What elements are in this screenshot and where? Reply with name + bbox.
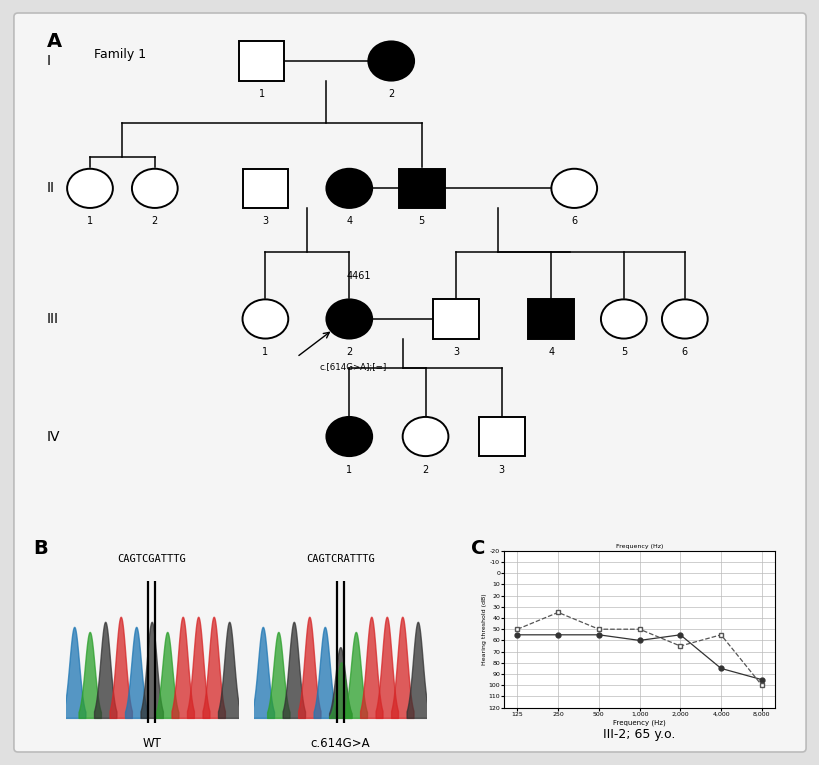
- Text: CAGTCRATTTG: CAGTCRATTTG: [305, 555, 374, 565]
- Text: III: III: [47, 312, 58, 326]
- Text: 3: 3: [452, 347, 459, 357]
- Text: C: C: [471, 539, 486, 558]
- Text: 1: 1: [262, 347, 268, 357]
- Circle shape: [368, 41, 414, 80]
- Text: 4461: 4461: [346, 271, 370, 281]
- Text: c.614G>A: c.614G>A: [310, 737, 369, 750]
- Text: B: B: [33, 539, 48, 558]
- Bar: [432, 299, 478, 339]
- Text: IV: IV: [47, 429, 60, 444]
- Text: 5: 5: [620, 347, 627, 357]
- Text: WT: WT: [142, 737, 161, 750]
- Circle shape: [550, 169, 596, 208]
- Bar: [398, 169, 444, 208]
- FancyBboxPatch shape: [14, 13, 805, 752]
- Circle shape: [132, 169, 178, 208]
- Circle shape: [326, 417, 372, 456]
- Circle shape: [67, 169, 113, 208]
- Text: 1: 1: [258, 89, 265, 99]
- Text: II: II: [47, 181, 54, 195]
- Text: 4: 4: [346, 216, 352, 226]
- Bar: [478, 417, 524, 456]
- Text: 3: 3: [262, 216, 268, 226]
- Circle shape: [326, 169, 372, 208]
- Text: 3: 3: [498, 464, 505, 474]
- Text: c.[614G>A];[=]: c.[614G>A];[=]: [319, 363, 387, 373]
- Text: CAGTCGATTTG: CAGTCGATTTG: [117, 555, 186, 565]
- Title: Frequency (Hz): Frequency (Hz): [615, 544, 663, 549]
- Bar: [528, 299, 573, 339]
- Text: 5: 5: [418, 216, 424, 226]
- Text: 1: 1: [87, 216, 93, 226]
- Text: 6: 6: [681, 347, 687, 357]
- X-axis label: Frequency (Hz): Frequency (Hz): [613, 720, 665, 726]
- Text: 2: 2: [346, 347, 352, 357]
- Text: I: I: [47, 54, 51, 68]
- Text: III-2; 65 y.o.: III-2; 65 y.o.: [603, 728, 675, 741]
- Text: 2: 2: [422, 464, 428, 474]
- Text: 2: 2: [152, 216, 158, 226]
- Circle shape: [600, 299, 646, 339]
- Text: 1: 1: [346, 464, 352, 474]
- Text: A: A: [47, 31, 61, 50]
- Y-axis label: Hearing threshold (dB): Hearing threshold (dB): [482, 594, 486, 665]
- Circle shape: [326, 299, 372, 339]
- Text: 2: 2: [387, 89, 394, 99]
- Text: 6: 6: [571, 216, 577, 226]
- Text: 4: 4: [548, 347, 554, 357]
- Circle shape: [661, 299, 707, 339]
- Circle shape: [402, 417, 448, 456]
- Bar: [242, 169, 288, 208]
- Circle shape: [242, 299, 288, 339]
- Bar: [238, 41, 284, 80]
- Text: Family 1: Family 1: [93, 48, 146, 61]
